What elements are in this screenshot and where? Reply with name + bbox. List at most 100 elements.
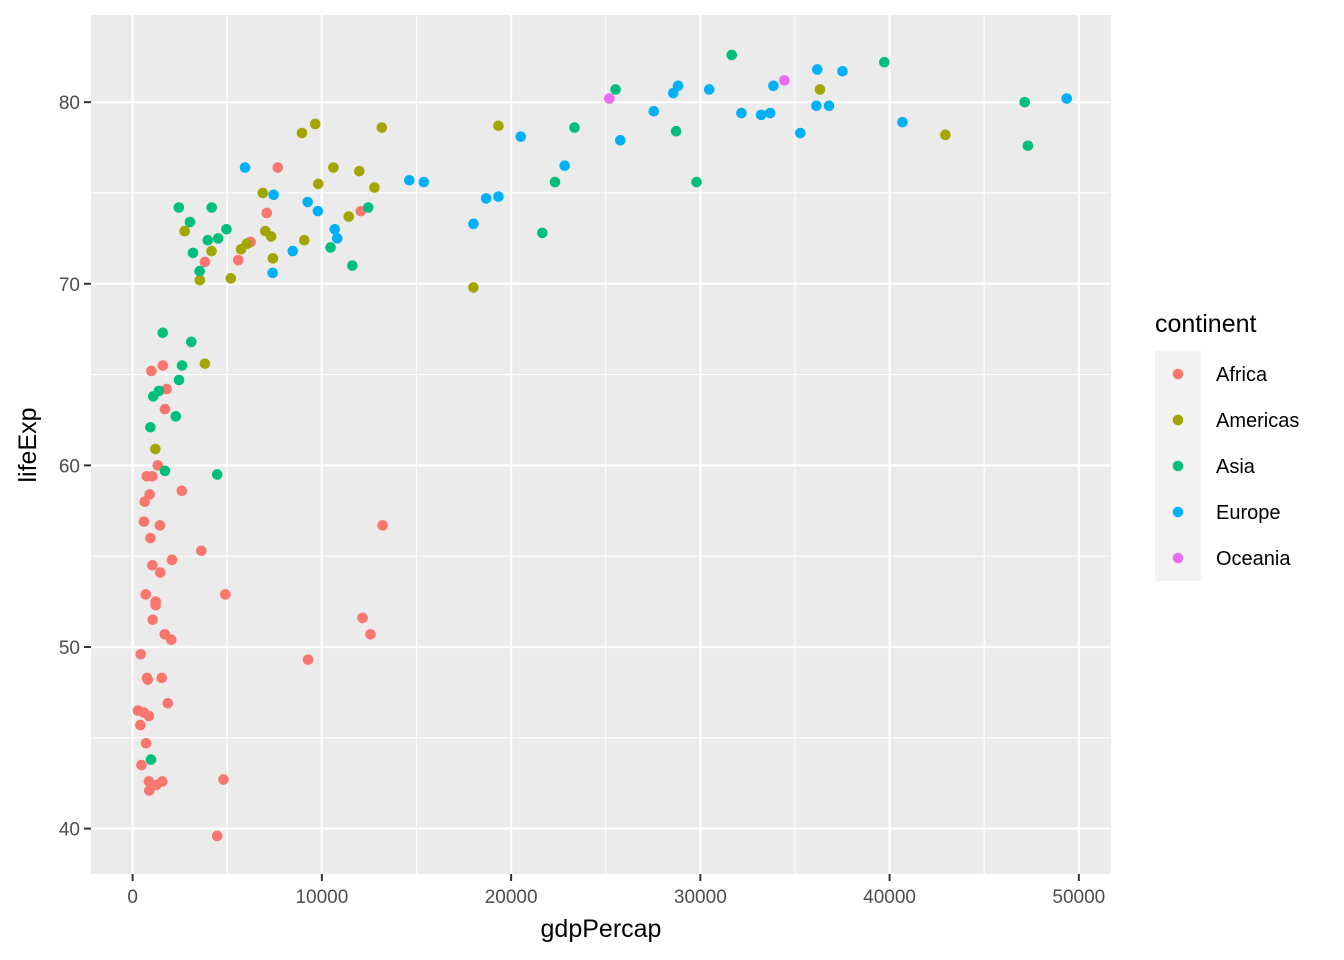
data-point-europe — [302, 196, 313, 208]
data-point-africa — [159, 628, 171, 640]
data-point-europe — [811, 100, 822, 112]
data-point-africa — [145, 532, 156, 544]
data-point-asia — [187, 247, 199, 259]
data-point-asia — [212, 233, 224, 244]
data-point-asia — [1022, 140, 1034, 152]
y-tick-label: 80 — [59, 93, 80, 114]
y-tick-label: 40 — [59, 820, 80, 841]
legend-label-oceania: Oceania — [1216, 548, 1291, 570]
data-point-africa — [136, 759, 147, 771]
data-point-americas — [468, 282, 479, 293]
x-axis-title: gdpPercap — [541, 915, 662, 943]
data-point-asia — [362, 202, 374, 213]
data-point-asia — [170, 411, 182, 422]
data-point-europe — [331, 233, 343, 244]
legend-label-asia: Asia — [1216, 456, 1256, 478]
data-point-europe — [312, 205, 324, 217]
data-point-europe — [267, 267, 278, 279]
data-point-europe — [480, 193, 492, 204]
data-point-asia — [173, 202, 185, 213]
data-point-americas — [343, 211, 355, 222]
grid-major — [91, 15, 1111, 874]
data-point-africa — [211, 830, 223, 842]
y-axis-title: lifeExp — [14, 407, 42, 482]
data-point-europe — [468, 218, 479, 230]
data-point-asia — [176, 360, 188, 371]
data-point-europe — [268, 189, 279, 201]
legend-label-africa: Africa — [1216, 364, 1268, 386]
data-point-africa — [377, 520, 388, 531]
data-point-europe — [239, 162, 251, 173]
x-tick-label: 20000 — [485, 887, 538, 908]
data-point-africa — [220, 589, 231, 600]
y-axis-ticks: 40 50 60 70 80 — [59, 93, 91, 841]
data-point-africa — [143, 710, 155, 722]
data-point-africa — [142, 674, 154, 685]
data-point-asia — [211, 469, 223, 480]
y-tick-label: 70 — [59, 275, 80, 296]
data-point-europe — [493, 191, 504, 202]
data-point-africa — [365, 628, 376, 640]
data-point-asia — [147, 391, 159, 402]
y-tick-label: 50 — [59, 638, 80, 659]
data-point-asia — [569, 122, 580, 133]
data-point-americas — [225, 273, 237, 284]
data-point-asia — [194, 265, 205, 277]
data-point-europe — [812, 64, 823, 75]
data-point-africa — [357, 612, 368, 624]
data-point-asia — [691, 176, 702, 188]
data-point-asia — [726, 49, 738, 61]
data-point-africa — [146, 365, 157, 377]
legend-key-asia — [1172, 460, 1184, 472]
data-point-americas — [206, 245, 217, 257]
data-point-africa — [199, 256, 211, 268]
data-point-africa — [166, 554, 178, 566]
data-point-europe — [329, 223, 341, 235]
data-point-africa — [135, 648, 147, 660]
data-point-europe — [768, 80, 779, 92]
data-point-africa — [196, 545, 207, 557]
data-point-africa — [138, 516, 150, 527]
legend-key-africa — [1172, 368, 1184, 380]
data-point-africa — [140, 737, 152, 749]
data-point-americas — [235, 243, 247, 255]
data-point-americas — [296, 127, 308, 139]
x-tick-label: 40000 — [863, 887, 916, 908]
data-point-americas — [179, 225, 190, 237]
data-point-europe — [515, 131, 527, 142]
data-point-oceania — [779, 75, 790, 86]
data-point-africa — [135, 719, 146, 731]
data-point-americas — [194, 274, 206, 286]
data-point-americas — [298, 234, 310, 246]
data-point-americas — [312, 178, 324, 190]
data-point-europe — [764, 107, 776, 119]
data-point-africa — [147, 614, 158, 626]
data-point-europe — [418, 176, 430, 188]
data-point-americas — [267, 253, 279, 264]
data-point-asia — [537, 227, 548, 239]
data-point-africa — [159, 403, 171, 415]
data-point-americas — [493, 120, 504, 132]
data-point-europe — [615, 135, 626, 146]
data-point-asia — [549, 176, 561, 188]
data-point-oceania — [604, 93, 615, 104]
legend-title: continent — [1155, 310, 1257, 338]
data-point-americas — [940, 129, 951, 141]
data-point-europe — [823, 100, 835, 112]
data-point-americas — [354, 165, 365, 177]
data-point-africa — [272, 162, 284, 173]
grid-minor — [91, 15, 1111, 874]
data-point-africa — [232, 254, 244, 266]
data-point-americas — [150, 443, 161, 455]
y-tick-label: 60 — [59, 456, 80, 477]
data-point-africa — [150, 596, 162, 607]
data-point-africa — [156, 672, 168, 684]
x-tick-label: 0 — [127, 887, 138, 908]
data-point-asia — [206, 202, 218, 213]
data-point-europe — [897, 116, 908, 128]
data-point-europe — [755, 109, 767, 121]
legend-label-americas: Americas — [1216, 410, 1299, 432]
data-point-europe — [648, 105, 660, 117]
data-point-europe — [287, 245, 299, 257]
